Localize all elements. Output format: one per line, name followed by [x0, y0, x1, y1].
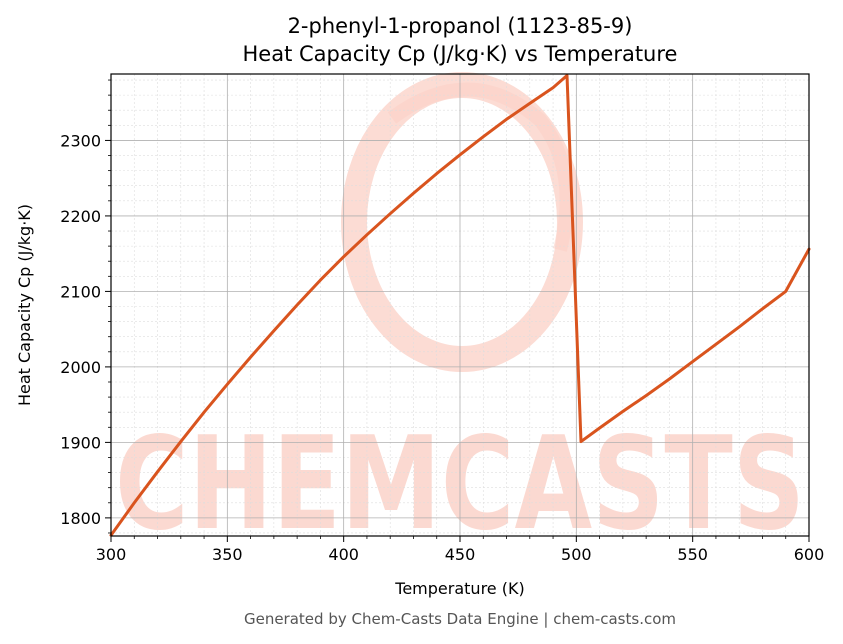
x-tick-label: 300 — [96, 545, 127, 564]
x-tick-label: 600 — [794, 545, 825, 564]
x-axis: 300 350 400 450 500 550 600 — [96, 536, 825, 564]
x-axis-label: Temperature (K) — [394, 579, 524, 598]
y-axis: 1800 1900 2000 2100 2200 2300 — [60, 79, 111, 534]
series-layer — [109, 74, 811, 537]
x-tick-label: 350 — [212, 545, 243, 564]
x-tick-label: 550 — [677, 545, 708, 564]
y-tick-label: 2100 — [60, 282, 101, 301]
y-tick-label: 2000 — [60, 358, 101, 377]
chart-title-line1: 2-phenyl-1-propanol (1123-85-9) — [288, 14, 633, 38]
x-tick-label: 400 — [328, 545, 359, 564]
footer-credit: Generated by Chem-Casts Data Engine | ch… — [244, 610, 676, 628]
y-tick-label: 1900 — [60, 433, 101, 452]
x-tick-label: 450 — [445, 545, 476, 564]
watermark-logo-swirl — [387, 82, 574, 252]
series-line-0 — [109, 74, 811, 537]
x-tick-label: 500 — [561, 545, 592, 564]
y-axis-label: Heat Capacity Cp (J/kg·K) — [15, 204, 34, 406]
y-tick-label: 2300 — [60, 131, 101, 150]
y-tick-label: 1800 — [60, 509, 101, 528]
chart-title-line2: Heat Capacity Cp (J/kg·K) vs Temperature — [243, 42, 678, 66]
y-tick-label: 2200 — [60, 207, 101, 226]
